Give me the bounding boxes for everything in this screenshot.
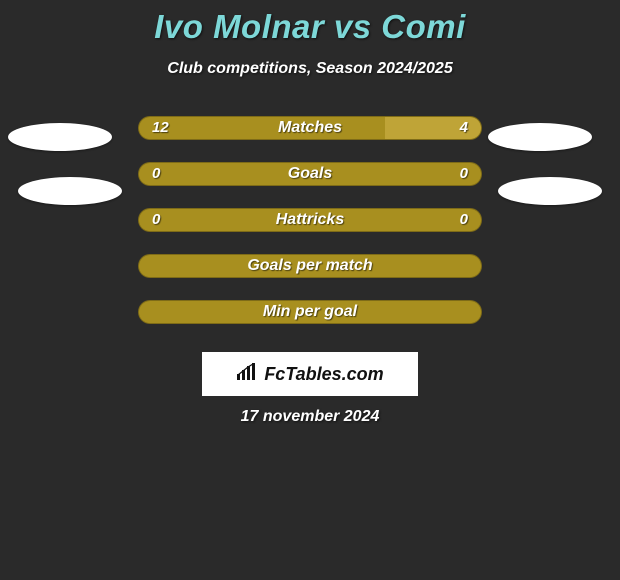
bar-value-right: 0 (460, 162, 468, 186)
bar-row: 00Hattricks (0, 208, 620, 232)
bar-segment-left (139, 117, 385, 139)
date-stamp: 17 november 2024 (0, 408, 620, 426)
bar-segment-left (139, 163, 481, 185)
decorative-ellipse (18, 177, 122, 205)
page-subtitle: Club competitions, Season 2024/2025 (0, 60, 620, 78)
bar-track (138, 162, 482, 186)
decorative-ellipse (8, 123, 112, 151)
bar-track (138, 254, 482, 278)
bar-track (138, 208, 482, 232)
bar-segment-left (139, 301, 481, 323)
bar-value-left: 12 (152, 116, 169, 140)
bar-track (138, 116, 482, 140)
bar-value-right: 0 (460, 208, 468, 232)
bar-segment-left (139, 255, 481, 277)
watermark-text: FcTables.com (264, 364, 383, 385)
decorative-ellipse (498, 177, 602, 205)
page-title: Ivo Molnar vs Comi (0, 0, 620, 46)
bar-segment-left (139, 209, 481, 231)
decorative-ellipse (488, 123, 592, 151)
bar-value-left: 0 (152, 162, 160, 186)
bar-chart-icon (236, 363, 264, 386)
bar-value-left: 0 (152, 208, 160, 232)
bar-row: Goals per match (0, 254, 620, 278)
bar-row: Min per goal (0, 300, 620, 324)
bar-track (138, 300, 482, 324)
watermark: FcTables.com (202, 352, 418, 396)
bar-value-right: 4 (460, 116, 468, 140)
